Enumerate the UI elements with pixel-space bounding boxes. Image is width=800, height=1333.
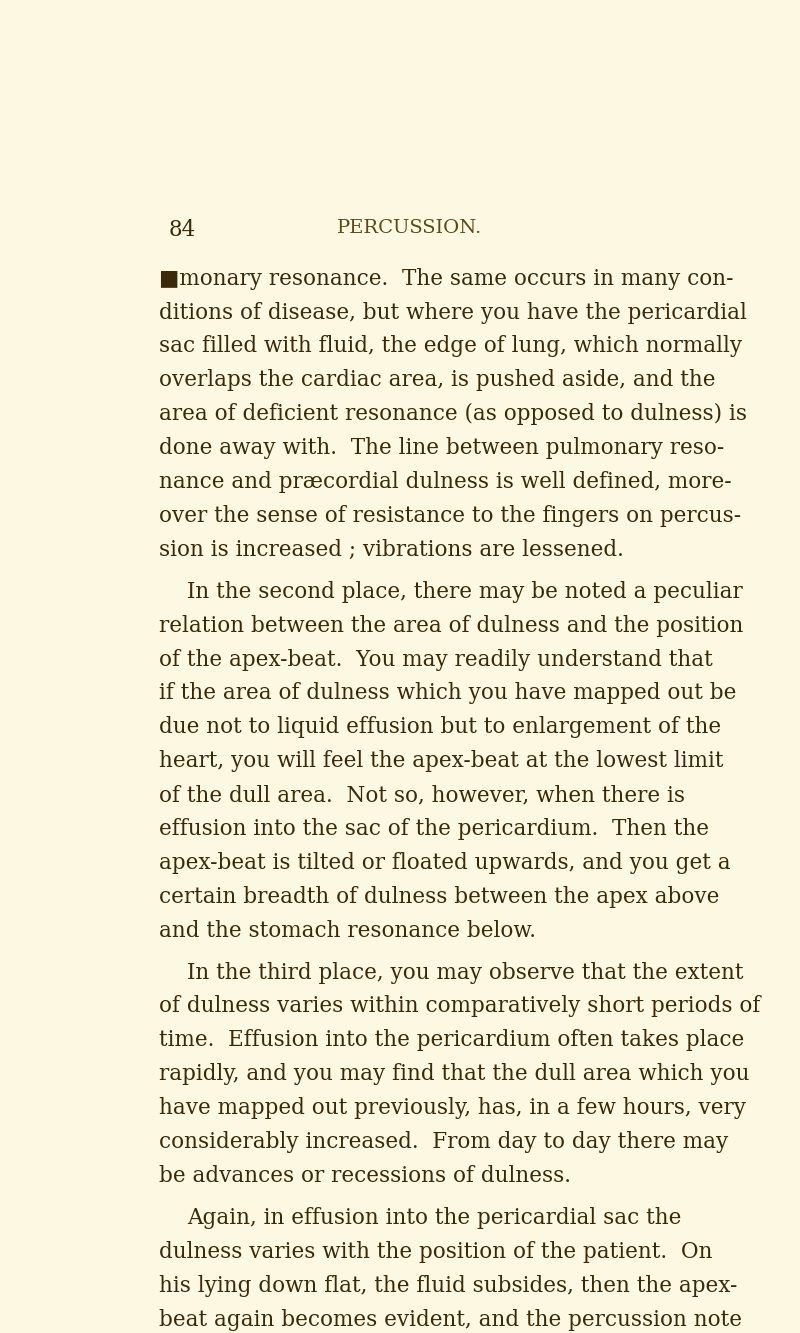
Text: Again, in effusion into the pericardial sac the: Again, in effusion into the pericardial …: [187, 1206, 681, 1229]
Text: In the third place, you may observe that the extent: In the third place, you may observe that…: [187, 961, 743, 984]
Text: if the area of dulness which you have mapped out be: if the area of dulness which you have ma…: [159, 682, 736, 704]
Text: overlaps the cardiac area, is pushed aside, and the: overlaps the cardiac area, is pushed asi…: [159, 369, 715, 392]
Text: over the sense of resistance to the fingers on percus-: over the sense of resistance to the fing…: [159, 505, 741, 527]
Text: ■monary resonance.  The same occurs in many con-: ■monary resonance. The same occurs in ma…: [159, 268, 734, 289]
Text: have mapped out previously, has, in a few hours, very: have mapped out previously, has, in a fe…: [159, 1097, 746, 1120]
Text: nance and præcordial dulness is well defined, more-: nance and præcordial dulness is well def…: [159, 471, 731, 493]
Text: heart, you will feel the apex-beat at the lowest limit: heart, you will feel the apex-beat at th…: [159, 750, 723, 772]
Text: be advances or recessions of dulness.: be advances or recessions of dulness.: [159, 1165, 571, 1186]
Text: PERCUSSION.: PERCUSSION.: [338, 220, 482, 237]
Text: sion is increased ; vibrations are lessened.: sion is increased ; vibrations are lesse…: [159, 539, 624, 561]
Text: due not to liquid effusion but to enlargement of the: due not to liquid effusion but to enlarg…: [159, 716, 721, 738]
Text: time.  Effusion into the pericardium often takes place: time. Effusion into the pericardium ofte…: [159, 1029, 744, 1052]
Text: and the stomach resonance below.: and the stomach resonance below.: [159, 920, 536, 941]
Text: of dulness varies within comparatively short periods of: of dulness varies within comparatively s…: [159, 996, 760, 1017]
Text: relation between the area of dulness and the position: relation between the area of dulness and…: [159, 615, 743, 637]
Text: apex-beat is tilted or floated upwards, and you get a: apex-beat is tilted or floated upwards, …: [159, 852, 730, 873]
Text: his lying down flat, the fluid subsides, then the apex-: his lying down flat, the fluid subsides,…: [159, 1274, 738, 1297]
Text: of the apex-beat.  You may readily understand that: of the apex-beat. You may readily unders…: [159, 649, 713, 670]
Text: certain breadth of dulness between the apex above: certain breadth of dulness between the a…: [159, 885, 719, 908]
Text: of the dull area.  Not so, however, when there is: of the dull area. Not so, however, when …: [159, 784, 685, 806]
Text: rapidly, and you may find that the dull area which you: rapidly, and you may find that the dull …: [159, 1064, 750, 1085]
Text: 84: 84: [168, 220, 195, 241]
Text: done away with.  The line between pulmonary reso-: done away with. The line between pulmona…: [159, 437, 724, 459]
Text: In the second place, there may be noted a peculiar: In the second place, there may be noted …: [187, 581, 742, 603]
Text: sac filled with fluid, the edge of lung, which normally: sac filled with fluid, the edge of lung,…: [159, 336, 742, 357]
Text: dulness varies with the position of the patient.  On: dulness varies with the position of the …: [159, 1241, 712, 1262]
Text: considerably increased.  From day to day there may: considerably increased. From day to day …: [159, 1130, 728, 1153]
Text: area of deficient resonance (as opposed to dulness) is: area of deficient resonance (as opposed …: [159, 403, 747, 425]
Text: beat again becomes evident, and the percussion note: beat again becomes evident, and the perc…: [159, 1309, 742, 1330]
Text: ditions of disease, but where you have the pericardial: ditions of disease, but where you have t…: [159, 301, 746, 324]
Text: effusion into the sac of the pericardium.  Then the: effusion into the sac of the pericardium…: [159, 818, 709, 840]
